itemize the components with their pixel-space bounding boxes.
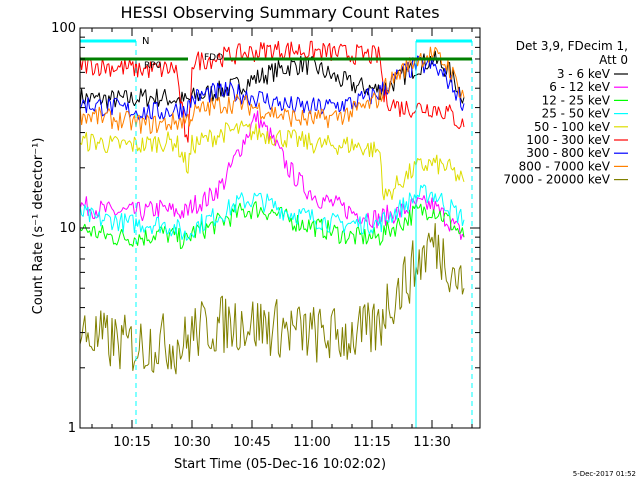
annotation-layer: N RP0 FDO xyxy=(80,36,473,428)
footer-timestamp: 5-Dec-2017 01:52 xyxy=(573,470,636,478)
plot-background xyxy=(80,28,480,428)
series-line-8 xyxy=(79,223,465,375)
legend-entry-3: 25 - 50 keV xyxy=(542,107,611,121)
saa-label: FDO xyxy=(204,53,223,63)
series-line-1 xyxy=(79,110,465,240)
x-tick-label-0: 10:15 xyxy=(113,435,150,450)
x-tick-label-3: 11:00 xyxy=(293,435,330,450)
x-tick-label-4: 11:15 xyxy=(353,435,390,450)
y-tick-label-2: 1 xyxy=(68,421,76,436)
x-axis-label: Start Time (05-Dec-16 10:02:02) xyxy=(174,457,386,472)
chart-title: HESSI Observing Summary Count Rates xyxy=(120,3,439,22)
series-line-4 xyxy=(79,120,465,201)
y-tick-label-1: 10 xyxy=(59,221,76,236)
legend-entry-8: 7000 - 20000 keV xyxy=(503,173,610,187)
series-line-2 xyxy=(79,201,465,250)
legend-entry-6: 300 - 800 keV xyxy=(526,146,610,160)
legend-entry-5: 100 - 300 keV xyxy=(526,133,610,147)
legend-entry-2: 12 - 25 keV xyxy=(542,93,611,107)
series-line-3 xyxy=(79,184,465,241)
x-tick-label-2: 10:45 xyxy=(233,435,270,450)
legend-entry-1: 6 - 12 keV xyxy=(549,80,611,94)
series-line-7 xyxy=(79,46,465,135)
legend-title-line-1: Att 0 xyxy=(599,53,628,67)
rn-label: RP0 xyxy=(144,61,162,71)
night-label: N xyxy=(142,36,149,47)
y-tick-label-0: 100 xyxy=(51,21,76,36)
legend-entry-4: 50 - 100 keV xyxy=(534,120,611,134)
y-axis-label: Count Rate (s⁻¹ detector⁻¹) xyxy=(31,138,46,315)
plot-area xyxy=(80,28,480,428)
x-tick-label-5: 11:30 xyxy=(413,435,450,450)
legend-entry-7: 800 - 7000 keV xyxy=(519,159,611,173)
legend-entry-0: 3 - 6 keV xyxy=(557,67,611,81)
series-line-0 xyxy=(79,50,465,109)
axes-layer: 10:15 10:30 10:45 11:00 11:15 11:30 100 10 1 xyxy=(51,21,481,450)
legend-title-line-0: Det 3,9, FDecim 1, xyxy=(516,39,628,53)
x-tick-label-1: 10:30 xyxy=(173,435,210,450)
